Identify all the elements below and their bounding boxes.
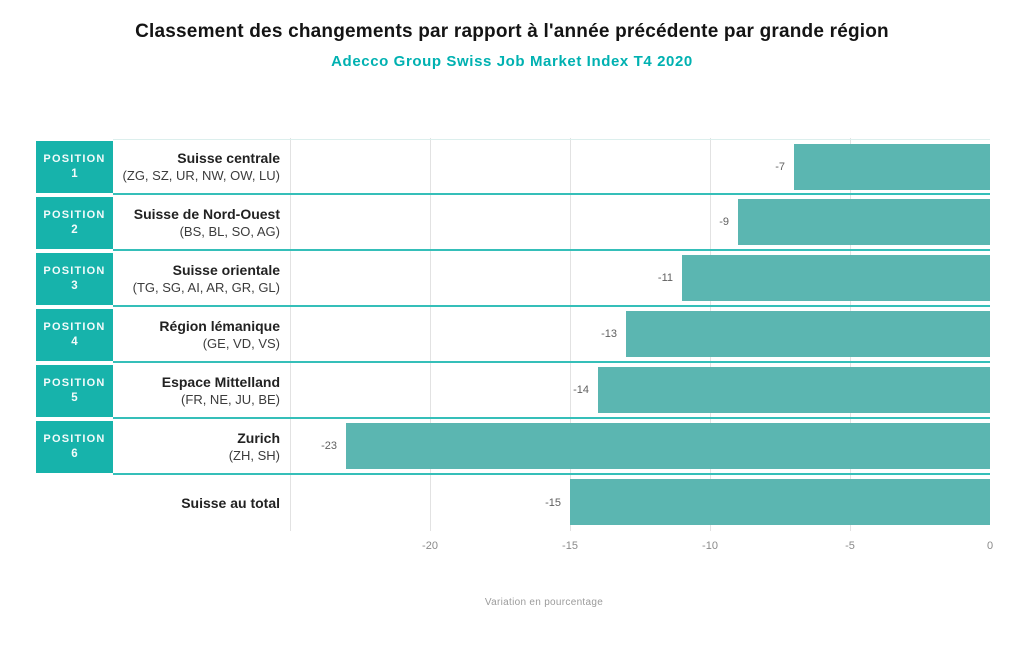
table-row: POSITION 6 Zurich (ZH, SH) -23 (36, 419, 990, 475)
region-name: Suisse orientale (172, 261, 280, 278)
plot-area: -9 (290, 195, 990, 249)
region-name: Espace Mittelland (161, 373, 280, 390)
region-label: Espace Mittelland (FR, NE, JU, BE) (113, 363, 290, 417)
x-tick-label: -10 (702, 540, 718, 552)
position-cell: POSITION 2 (36, 195, 113, 251)
region-label: Suisse de Nord-Ouest (BS, BL, SO, AG) (113, 195, 290, 249)
row-content: Région lémanique (GE, VD, VS) -13 (113, 307, 990, 363)
position-label: POSITION (43, 209, 106, 221)
position-label: POSITION (43, 321, 106, 333)
bar-value-label: -11 (657, 272, 673, 284)
plot-area: -15 (290, 475, 990, 531)
bar-value-label: -23 (321, 440, 337, 452)
position-box: POSITION 5 (36, 365, 113, 417)
bar (346, 423, 990, 469)
plot-area: -7 (290, 140, 990, 193)
row-content: Suisse au total -15 (113, 475, 990, 531)
position-label: POSITION (43, 433, 106, 445)
bar (626, 311, 990, 357)
position-number: 3 (71, 280, 78, 292)
region-cantons: (ZH, SH) (228, 447, 280, 463)
position-cell: POSITION 1 (36, 139, 113, 195)
x-tick-label: -20 (422, 540, 438, 552)
table-row: POSITION 3 Suisse orientale (TG, SG, AI,… (36, 251, 990, 307)
row-content: Espace Mittelland (FR, NE, JU, BE) -14 (113, 363, 990, 419)
region-label: Suisse centrale (ZG, SZ, UR, NW, OW, LU) (113, 140, 290, 193)
bar (682, 255, 990, 301)
x-tick-label: -5 (845, 540, 855, 552)
position-box: POSITION 4 (36, 309, 113, 361)
position-cell: POSITION 3 (36, 251, 113, 307)
table-row: POSITION 1 Suisse centrale (ZG, SZ, UR, … (36, 139, 990, 195)
plot-area: -13 (290, 307, 990, 361)
position-label: POSITION (43, 153, 106, 165)
region-name: Région lémanique (159, 317, 280, 334)
region-label: Région lémanique (GE, VD, VS) (113, 307, 290, 361)
position-number: 1 (71, 168, 78, 180)
region-label: Suisse orientale (TG, SG, AI, AR, GR, GL… (113, 251, 290, 305)
plot-area: -14 (290, 363, 990, 417)
position-cell: POSITION 5 (36, 363, 113, 419)
position-box: POSITION 6 (36, 421, 113, 473)
region-cantons: (FR, NE, JU, BE) (181, 391, 280, 407)
bar-value-label: -9 (719, 216, 729, 228)
region-cantons: (GE, VD, VS) (202, 335, 280, 351)
region-name: Suisse centrale (177, 150, 280, 166)
bar-value-label: -7 (775, 160, 785, 173)
position-box: POSITION 2 (36, 197, 113, 249)
bar-value-label: -14 (573, 384, 589, 396)
table-row: Suisse au total -15 (36, 475, 990, 531)
position-label: POSITION (43, 265, 106, 277)
x-tick-label: -15 (562, 540, 578, 552)
row-content: Zurich (ZH, SH) -23 (113, 419, 990, 475)
bar (738, 199, 990, 245)
position-cell: POSITION 6 (36, 419, 113, 475)
position-number: 5 (71, 392, 78, 404)
position-number: 4 (71, 336, 78, 348)
position-box: POSITION 1 (36, 141, 113, 193)
row-content: Suisse centrale (ZG, SZ, UR, NW, OW, LU)… (113, 139, 990, 195)
position-number: 6 (71, 448, 78, 460)
table-row: POSITION 2 Suisse de Nord-Ouest (BS, BL,… (36, 195, 990, 251)
bar (570, 479, 990, 525)
region-name: Suisse de Nord-Ouest (133, 205, 280, 222)
bar-value-label: -15 (545, 497, 561, 509)
region-cantons: (ZG, SZ, UR, NW, OW, LU) (122, 168, 280, 183)
region-cantons: (BS, BL, SO, AG) (179, 223, 280, 239)
page-title: Classement des changements par rapport à… (135, 21, 889, 42)
region-label: Suisse au total (113, 475, 290, 531)
bar-value-label: -13 (601, 328, 617, 340)
plot-area: -23 (290, 419, 990, 473)
row-content: Suisse de Nord-Ouest (BS, BL, SO, AG) -9 (113, 195, 990, 251)
position-box: POSITION 3 (36, 253, 113, 305)
page-subtitle: Adecco Group Swiss Job Market Index T4 2… (331, 53, 693, 70)
region-label: Zurich (ZH, SH) (113, 419, 290, 473)
position-number: 2 (71, 224, 78, 236)
region-name: Zurich (237, 429, 280, 446)
row-content: Suisse orientale (TG, SG, AI, AR, GR, GL… (113, 251, 990, 307)
table-row: POSITION 5 Espace Mittelland (FR, NE, JU… (36, 363, 990, 419)
x-tick-label: 0 (986, 540, 994, 552)
table-row: POSITION 4 Région lémanique (GE, VD, VS)… (36, 307, 990, 363)
region-name: Suisse au total (181, 495, 280, 511)
position-cell: POSITION 4 (36, 307, 113, 363)
bar (794, 144, 990, 190)
chart-rows: POSITION 1 Suisse centrale (ZG, SZ, UR, … (36, 139, 990, 531)
bar (598, 367, 990, 413)
position-cell (36, 475, 113, 531)
ranking-bar-chart: POSITION 1 Suisse centrale (ZG, SZ, UR, … (36, 138, 993, 608)
position-label: POSITION (43, 377, 106, 389)
plot-area: -11 (290, 251, 990, 305)
x-axis-label: Variation en pourcentage (484, 597, 604, 608)
x-axis-ticks: -20 -15 -10 -5 0 (290, 540, 994, 556)
region-cantons: (TG, SG, AI, AR, GR, GL) (132, 279, 280, 295)
